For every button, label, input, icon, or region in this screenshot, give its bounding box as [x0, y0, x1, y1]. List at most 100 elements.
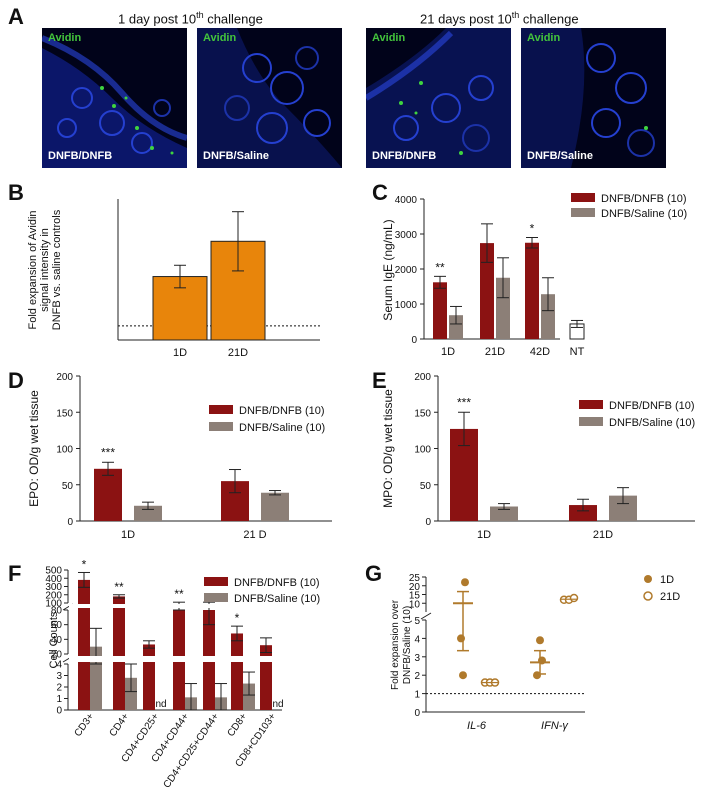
chart-c-y-tick-label: 3000 — [395, 230, 418, 241]
chart-f-bar-dnfb — [231, 633, 243, 710]
chart-c-bar-saline — [449, 315, 463, 339]
micrograph-texture — [197, 28, 342, 168]
chart-e-bar-dnfb — [569, 505, 597, 521]
chart-c-legend-dnfb-swatch — [571, 193, 595, 202]
chart-c-bar-dnfb — [480, 243, 494, 339]
chart-e-y-tick-label: 150 — [414, 408, 431, 419]
chart-g-y-tick-label: 10 — [409, 599, 421, 610]
chart-g-point-1d — [457, 634, 465, 643]
chart-d-bar-saline — [134, 505, 162, 521]
chart-b-tick-label: 1D — [173, 347, 187, 359]
stain-label: Avidin — [372, 32, 406, 44]
chart-f-bar-dnfb — [260, 645, 272, 710]
chart-f-tick-label: CD4+ — [108, 711, 132, 739]
chart-d-y-tick-label: 50 — [62, 481, 74, 492]
chart-g-legend-1d-marker — [644, 575, 652, 583]
chart-f-y-tick-label: 40 — [51, 635, 63, 646]
chart-g-legend-1d-label: 1D — [660, 574, 674, 586]
chart-f-bar-dnfb — [78, 579, 90, 710]
chart-e-legend-dnfb-label: DNFB/DNFB (10) — [609, 400, 695, 412]
panel-label-e: E — [372, 368, 387, 393]
chart-g-tick-label: IFN-γ — [541, 720, 569, 732]
chart-f-y-tick-label: 0 — [56, 706, 62, 717]
chart-e-y-tick-label: 50 — [420, 481, 432, 492]
chart-f-significance: * — [82, 557, 87, 571]
micrograph-21d-saline: Avidin DNFB/Saline — [521, 28, 666, 168]
chart-f-bar-saline — [90, 646, 102, 710]
chart-d-significance: *** — [101, 445, 115, 459]
chart-e-legend-saline-swatch — [579, 417, 603, 426]
chart-f-y-tick-label: 20 — [51, 650, 63, 661]
chart-f-break-cut — [69, 604, 283, 608]
chart-c-ylabel: Serum IgE (ng/mL) — [381, 219, 395, 320]
chart-c-y-tick-label: 0 — [411, 335, 417, 346]
chart-g-y-tick-label: 1 — [414, 690, 420, 701]
chart-d-y-tick-label: 200 — [56, 372, 73, 383]
panel-label-b: B — [8, 180, 24, 205]
panel-a-caption-right: 21 days post 10th challenge — [420, 10, 579, 26]
condition-label: DNFB/DNFB — [48, 150, 113, 162]
chart-b-bar — [152, 276, 208, 341]
caption-right-pre: 21 days post 10 — [420, 11, 512, 27]
chart-d-bar-saline — [261, 492, 289, 521]
chart-g-legend-21d-marker — [643, 591, 653, 601]
chart-f-y-tick-label: 4 — [56, 660, 62, 671]
chart-f-y-tick-label: 300 — [45, 582, 62, 593]
panel-a-caption-left: 1 day post 10th challenge — [118, 10, 263, 26]
chart-g-y-tick-label: 5 — [414, 616, 420, 627]
chart-c-bar-dnfb — [525, 242, 539, 339]
chart-g-point-1d — [461, 578, 469, 587]
panel-label-g: G — [365, 561, 383, 586]
chart-c-significance: * — [530, 222, 535, 236]
chart-g-y-tick-label: 25 — [409, 573, 421, 584]
chart-f-y-tick-label: 500 — [45, 566, 62, 577]
chart-f-y-tick-label: 100 — [45, 599, 62, 610]
chart-c-significance: ** — [435, 260, 445, 274]
panel-label-f: F — [8, 561, 22, 586]
chart-g-y-tick-label: 20 — [409, 582, 421, 593]
chart-e-y-tick-label: 100 — [414, 445, 431, 456]
micrograph-texture — [366, 28, 511, 168]
chart-g-y-tick-label: 4 — [414, 634, 420, 645]
chart-b-tick-label: 21D — [228, 347, 248, 359]
chart-c-legend-saline-label: DNFB/Saline (10) — [601, 208, 687, 220]
chart-f-legend-dnfb-swatch — [204, 577, 228, 586]
chart-g-legend-21d-label: 21D — [660, 591, 680, 603]
chart-f-legend-dnfb-label: DNFB/DNFB (10) — [234, 577, 320, 589]
chart-g-point-1d — [536, 636, 544, 645]
chart-g-point-1d — [459, 671, 467, 680]
chart-f-y-tick-label: 60 — [51, 620, 63, 631]
micrograph-1d-dnfb: Avidin DNFB/DNFB — [42, 28, 187, 168]
chart-e-tick-label: 1D — [477, 529, 491, 541]
chart-f-significance: * — [235, 611, 240, 625]
panel-label-d: D — [8, 368, 24, 393]
chart-f-bar-saline — [125, 677, 137, 710]
chart-d-tick-label: 1D — [121, 529, 135, 541]
chart-d-legend-dnfb-label: DNFB/DNFB (10) — [239, 405, 325, 417]
chart-f-break-cut — [69, 656, 283, 662]
chart-f-significance: ** — [174, 587, 184, 601]
chart-c-y-tick-label: 2000 — [395, 265, 418, 276]
caption-right-post: challenge — [519, 11, 579, 27]
chart-d-ylabel: EPO: OD/g wet tissue — [27, 390, 41, 507]
condition-label: DNFB/DNFB — [372, 150, 437, 162]
chart-b-ylabel: DNFB vs. saline controls — [51, 209, 63, 330]
chart-e-legend-saline-label: DNFB/Saline (10) — [609, 417, 695, 429]
chart-f-y-tick-label: 200 — [45, 590, 62, 601]
micrograph-texture — [42, 35, 187, 168]
caption-left-post: challenge — [203, 11, 263, 27]
condition-label: DNFB/Saline — [203, 150, 270, 162]
chart-f-nd-label: nd — [272, 699, 283, 710]
micrograph-21d-dnfb: Avidin DNFB/DNFB — [366, 28, 511, 168]
micrograph-1d-saline: Avidin DNFB/Saline — [197, 28, 342, 168]
chart-g-ylabel: Fold expansion over — [390, 599, 401, 690]
chart-f-bar-dnfb — [113, 596, 125, 710]
chart-g-y-tick-label: 3 — [414, 653, 420, 664]
chart-g-y-tick-label: 15 — [409, 591, 421, 602]
chart-e-ylabel: MPO: OD/g wet tissue — [381, 389, 395, 508]
chart-c-bar-saline — [541, 294, 555, 339]
chart-f-bar-saline — [243, 683, 255, 710]
micrograph-texture — [521, 28, 655, 168]
chart-b-ylabel: signal intensity in — [39, 228, 51, 312]
